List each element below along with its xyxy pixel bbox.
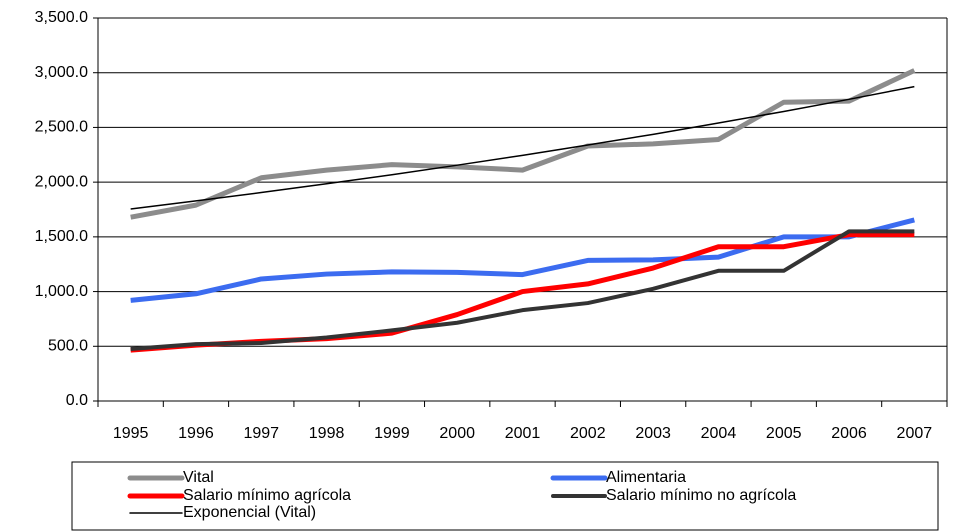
line-series [130, 68, 916, 220]
x-tick-label: 2002 [570, 425, 606, 442]
y-tick-label: 3,000.0 [35, 64, 88, 81]
y-tick-label: 1,500.0 [35, 228, 88, 245]
line-series [130, 85, 915, 210]
y-tick-label: 500.0 [48, 338, 88, 355]
x-tick-label: 1997 [243, 425, 279, 442]
legend-label: Salario mínimo agrícola [183, 487, 351, 504]
legend-label: Alimentaria [606, 469, 686, 486]
line-series [130, 229, 915, 352]
x-tick-label: 2005 [766, 425, 802, 442]
legend-label: Vital [183, 469, 214, 486]
x-tick-label: 1999 [374, 425, 410, 442]
x-tick-label: 2000 [439, 425, 475, 442]
line-series [130, 232, 915, 353]
line-series [130, 217, 915, 303]
x-tick-label: 1996 [178, 425, 214, 442]
x-tick-label: 2003 [635, 425, 671, 442]
x-tick-label: 2001 [505, 425, 541, 442]
legend-label: Salario mínimo no agrícola [606, 487, 796, 504]
y-tick-label: 0.0 [66, 392, 88, 409]
x-tick-label: 1998 [309, 425, 345, 442]
y-tick-label: 3,500.0 [35, 9, 88, 26]
legend-label: Exponencial (Vital) [183, 504, 316, 521]
x-tick-label: 2006 [831, 425, 867, 442]
y-tick-label: 2,500.0 [35, 119, 88, 136]
y-tick-label: 2,000.0 [35, 173, 88, 190]
legend-box [71, 461, 939, 531]
x-tick-label: 1995 [113, 425, 149, 442]
x-tick-label: 2004 [701, 425, 737, 442]
y-tick-label: 1,000.0 [35, 283, 88, 300]
x-tick-label: 2007 [897, 425, 933, 442]
